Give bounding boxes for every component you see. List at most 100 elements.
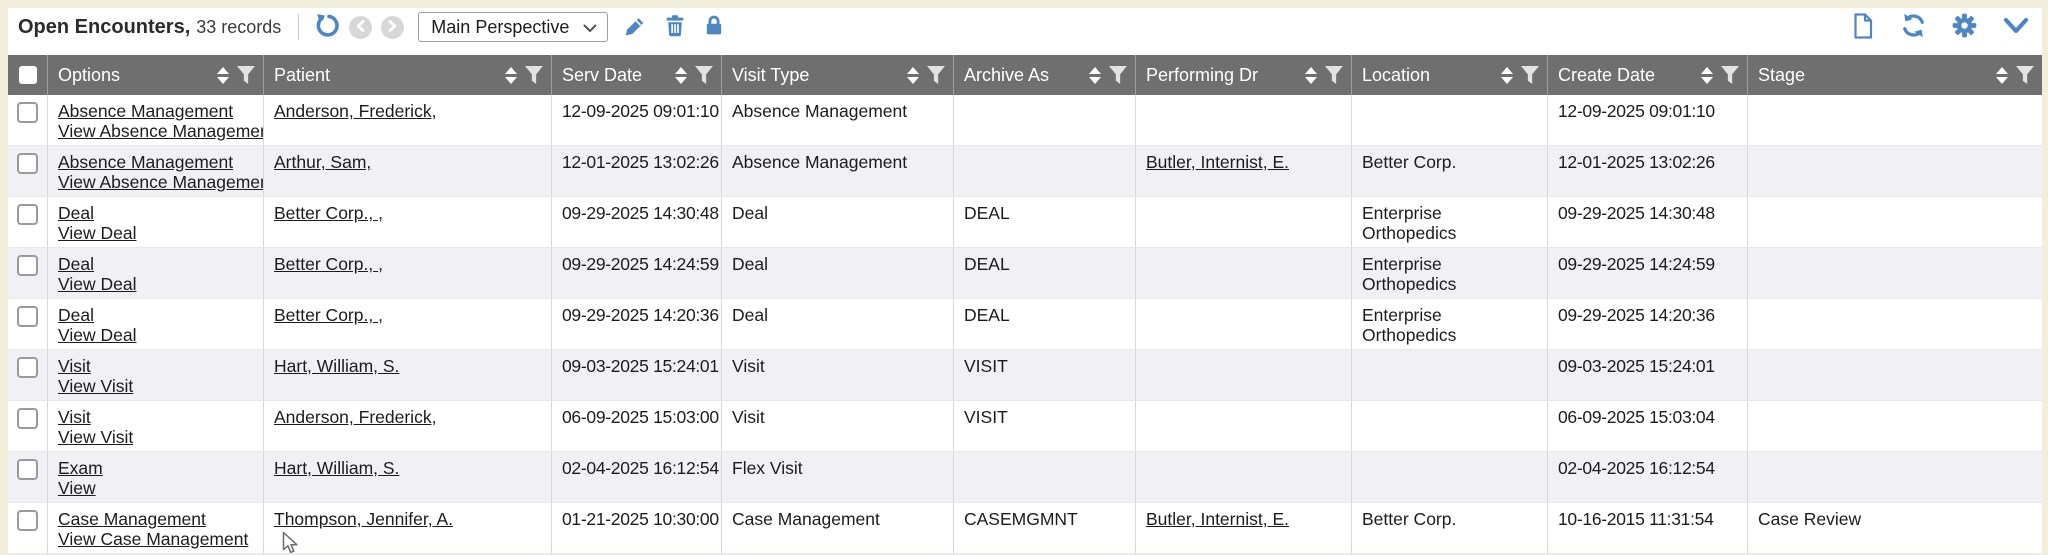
chevron-down-icon: [2002, 16, 2030, 39]
patient-link[interactable]: Anderson, Frederick,: [274, 101, 437, 121]
patient-link[interactable]: Hart, William, S.: [274, 356, 400, 376]
row-checkbox[interactable]: [17, 255, 38, 276]
patient-link[interactable]: Hart, William, S.: [274, 458, 400, 478]
row-checkbox[interactable]: [17, 357, 38, 378]
toolbar: Open Encounters, 33 records Main Perspec…: [8, 8, 2042, 46]
chevron-right-icon: [387, 19, 398, 35]
select-all-checkbox[interactable]: [18, 66, 37, 84]
view-encounter-link[interactable]: View Visit: [58, 427, 134, 447]
view-encounter-link[interactable]: View Absence Management: [58, 172, 264, 192]
column-header-performing-dr[interactable]: Performing Dr: [1136, 55, 1352, 95]
create-date-cell: 09-29-2025 14:30:48: [1548, 197, 1748, 248]
row-checkbox[interactable]: [17, 204, 38, 225]
column-header-visit-type[interactable]: Visit Type: [722, 55, 954, 95]
view-encounter-link[interactable]: View Case Management: [58, 529, 249, 549]
refresh-button[interactable]: [1900, 12, 1927, 42]
archive-as-cell: DEAL: [954, 197, 1136, 248]
serv-date-cell: 02-04-2025 16:12:54: [552, 452, 722, 503]
view-encounter-link[interactable]: View Deal: [58, 223, 137, 243]
column-header-options[interactable]: Options: [48, 55, 264, 95]
filter-icon[interactable]: [2016, 66, 2034, 84]
row-checkbox[interactable]: [17, 306, 38, 327]
filter-icon[interactable]: [525, 66, 543, 84]
stage-cell: [1748, 248, 2042, 299]
patient-link[interactable]: Arthur, Sam,: [274, 152, 372, 172]
filter-icon[interactable]: [237, 66, 255, 84]
table-row: Exam View Hart, William, S. 02-04-2025 16…: [8, 452, 2042, 503]
new-record-button[interactable]: [1850, 12, 1876, 43]
delete-perspective-button[interactable]: [663, 13, 687, 41]
archive-as-cell: [954, 95, 1136, 146]
view-encounter-link[interactable]: View Absence Management: [58, 121, 264, 141]
encounter-link[interactable]: Case Management: [58, 509, 206, 529]
view-encounter-link[interactable]: View Visit: [58, 376, 134, 396]
lock-icon-button[interactable]: [702, 13, 726, 41]
view-encounter-link[interactable]: View: [58, 478, 96, 498]
row-checkbox[interactable]: [17, 459, 38, 480]
filter-icon[interactable]: [1325, 66, 1343, 84]
encounter-link[interactable]: Visit: [58, 407, 91, 427]
view-encounter-link[interactable]: View Deal: [58, 274, 137, 294]
edit-perspective-button[interactable]: [623, 13, 648, 41]
sort-icon[interactable]: [1305, 66, 1317, 84]
row-checkbox[interactable]: [17, 408, 38, 429]
table-row: Visit View Visit Anderson, Frederick, 06-…: [8, 401, 2042, 452]
encounter-link[interactable]: Deal: [58, 254, 94, 274]
column-header-archive-as[interactable]: Archive As: [954, 55, 1136, 95]
table-row: Case Management View Case Management Thom…: [8, 503, 2042, 554]
filter-icon[interactable]: [1521, 66, 1539, 84]
column-header-serv-date[interactable]: Serv Date: [552, 55, 722, 95]
sort-icon[interactable]: [217, 66, 229, 84]
column-header-stage[interactable]: Stage: [1748, 55, 2042, 95]
sort-icon[interactable]: [675, 66, 687, 84]
patient-link[interactable]: Thompson, Jennifer, A.: [274, 509, 453, 529]
pencil-icon: [623, 13, 648, 41]
undo-icon: [314, 13, 340, 42]
encounter-link[interactable]: Visit: [58, 356, 91, 376]
column-header-patient[interactable]: Patient: [264, 55, 552, 95]
encounter-link[interactable]: Deal: [58, 203, 94, 223]
encounter-link[interactable]: Absence Management: [58, 101, 234, 121]
previous-button[interactable]: [349, 15, 373, 39]
serv-date-cell: 01-21-2025 10:30:00: [552, 503, 722, 554]
patient-link[interactable]: Anderson, Frederick,: [274, 407, 437, 427]
table-row: Absence Management View Absence Managemen…: [8, 146, 2042, 197]
filter-icon[interactable]: [927, 66, 945, 84]
filter-icon[interactable]: [1109, 66, 1127, 84]
perspective-select-value: Main Perspective: [431, 16, 570, 37]
row-checkbox[interactable]: [17, 153, 38, 174]
column-header-create-date[interactable]: Create Date: [1548, 55, 1748, 95]
sort-icon[interactable]: [1701, 66, 1713, 84]
next-button[interactable]: [381, 15, 405, 39]
encounter-link[interactable]: Deal: [58, 305, 94, 325]
row-checkbox[interactable]: [17, 510, 38, 531]
patient-link[interactable]: Better Corp., ,: [274, 203, 383, 223]
collapse-panel-button[interactable]: [2002, 16, 2030, 39]
encounter-link[interactable]: Exam: [58, 458, 103, 478]
row-checkbox[interactable]: [17, 102, 38, 123]
sort-icon[interactable]: [505, 66, 517, 84]
filter-icon[interactable]: [695, 66, 713, 84]
archive-as-cell: VISIT: [954, 401, 1136, 452]
create-date-cell: 09-29-2025 14:20:36: [1548, 299, 1748, 350]
visit-type-cell: Deal: [722, 197, 954, 248]
view-encounter-link[interactable]: View Deal: [58, 325, 137, 345]
archive-as-cell: CASEMGMNT: [954, 503, 1136, 554]
sort-icon[interactable]: [907, 66, 919, 84]
patient-link[interactable]: Better Corp., ,: [274, 305, 383, 325]
column-header-location[interactable]: Location: [1352, 55, 1548, 95]
sort-icon[interactable]: [1996, 66, 2008, 84]
filter-icon[interactable]: [1721, 66, 1739, 84]
location-cell: Better Corp.: [1352, 503, 1548, 554]
location-cell: Better Corp.: [1352, 146, 1548, 197]
encounter-link[interactable]: Absence Management: [58, 152, 234, 172]
performing-dr-link[interactable]: Butler, Internist, E.: [1146, 509, 1289, 529]
performing-dr-link[interactable]: Butler, Internist, E.: [1146, 152, 1289, 172]
sort-icon[interactable]: [1501, 66, 1513, 84]
undo-button[interactable]: [314, 13, 340, 42]
create-date-cell: 10-16-2015 11:31:54: [1548, 503, 1748, 554]
settings-button[interactable]: [1951, 12, 1978, 42]
sort-icon[interactable]: [1089, 66, 1101, 84]
perspective-select[interactable]: Main Perspective: [418, 12, 609, 42]
patient-link[interactable]: Better Corp., ,: [274, 254, 383, 274]
